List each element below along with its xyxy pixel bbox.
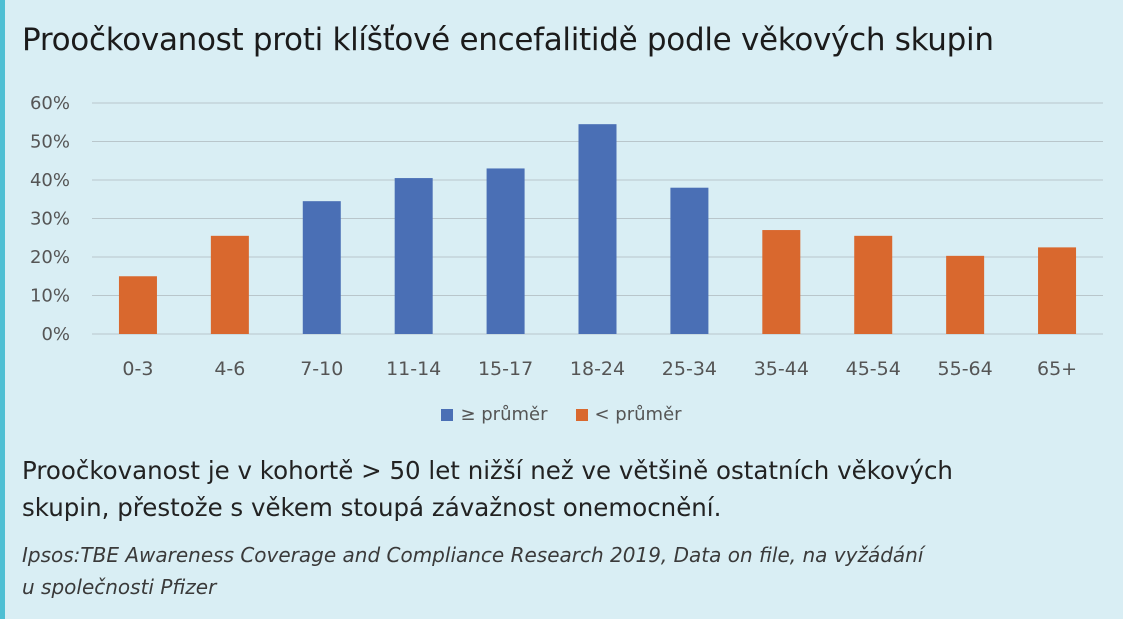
legend-item-below-average: < průměr xyxy=(575,404,682,425)
bar-35-44 xyxy=(762,230,801,334)
legend-label-above-average: ≥ průměr xyxy=(460,404,548,425)
y-axis-ticks: 0% 10% 20% 30% 40% 50% 60% xyxy=(30,93,70,345)
bar-18-24 xyxy=(578,124,617,334)
bar-45-54 xyxy=(854,235,893,334)
x-tick-label: 4-6 xyxy=(214,358,245,380)
source-note: Ipsos:TBE Awareness Coverage and Complia… xyxy=(22,539,1102,603)
legend-swatch-below-average xyxy=(575,408,588,421)
y-tick-label: 20% xyxy=(30,247,70,268)
x-tick-label: 7-10 xyxy=(300,358,343,380)
left-accent-bar xyxy=(0,0,5,619)
bar-65+ xyxy=(1038,247,1077,334)
bar-chart: 0% 10% 20% 30% 40% 50% 60% 0-3 4-6 7-10 11-14 15-1… xyxy=(30,93,1103,380)
x-tick-label: 25-34 xyxy=(662,358,717,380)
legend-swatch-above-average xyxy=(441,408,454,421)
bar-11-14 xyxy=(394,178,433,334)
y-tick-label: 60% xyxy=(30,93,70,114)
chart-legend: ≥ průměr < průměr xyxy=(0,404,1123,425)
y-tick-label: 50% xyxy=(30,132,70,153)
x-tick-label: 15-17 xyxy=(478,358,533,380)
y-tick-label: 30% xyxy=(30,209,70,230)
x-tick-label: 35-44 xyxy=(754,358,809,380)
x-tick-label: 65+ xyxy=(1037,358,1077,380)
y-tick-label: 10% xyxy=(30,286,70,307)
chart-title: Proočkovanost proti klíšťové encefalitid… xyxy=(22,22,994,58)
source-line: Ipsos:TBE Awareness Coverage and Complia… xyxy=(22,543,924,567)
legend-item-above-average: ≥ průměr xyxy=(441,404,548,425)
bar-15-17 xyxy=(486,168,525,334)
y-tick-label: 0% xyxy=(41,324,70,345)
caption-line: Proočkovanost je v kohortě > 50 let nižš… xyxy=(22,456,953,485)
caption-line: skupin, přestože s věkem stoupá závažnos… xyxy=(22,493,722,522)
x-tick-label: 45-54 xyxy=(846,358,901,380)
bar-0-3 xyxy=(118,276,157,334)
chart-caption: Proočkovanost je v kohortě > 50 let nižš… xyxy=(22,452,1102,526)
source-line: u společnosti Pfizer xyxy=(22,575,217,599)
x-tick-label: 55-64 xyxy=(938,358,993,380)
legend-label-below-average: < průměr xyxy=(594,404,682,425)
bar-7-10 xyxy=(302,201,341,334)
bar-4-6 xyxy=(210,235,249,334)
x-tick-label: 11-14 xyxy=(386,358,441,380)
x-axis-ticks: 0-3 4-6 7-10 11-14 15-17 18-24 25-34 35-44 45-54… xyxy=(122,358,1077,380)
y-tick-label: 40% xyxy=(30,170,70,191)
x-tick-label: 18-24 xyxy=(570,358,625,380)
x-tick-label: 0-3 xyxy=(122,358,153,380)
bar-55-64 xyxy=(946,255,985,334)
bar-25-34 xyxy=(670,187,709,334)
bars xyxy=(118,124,1077,334)
